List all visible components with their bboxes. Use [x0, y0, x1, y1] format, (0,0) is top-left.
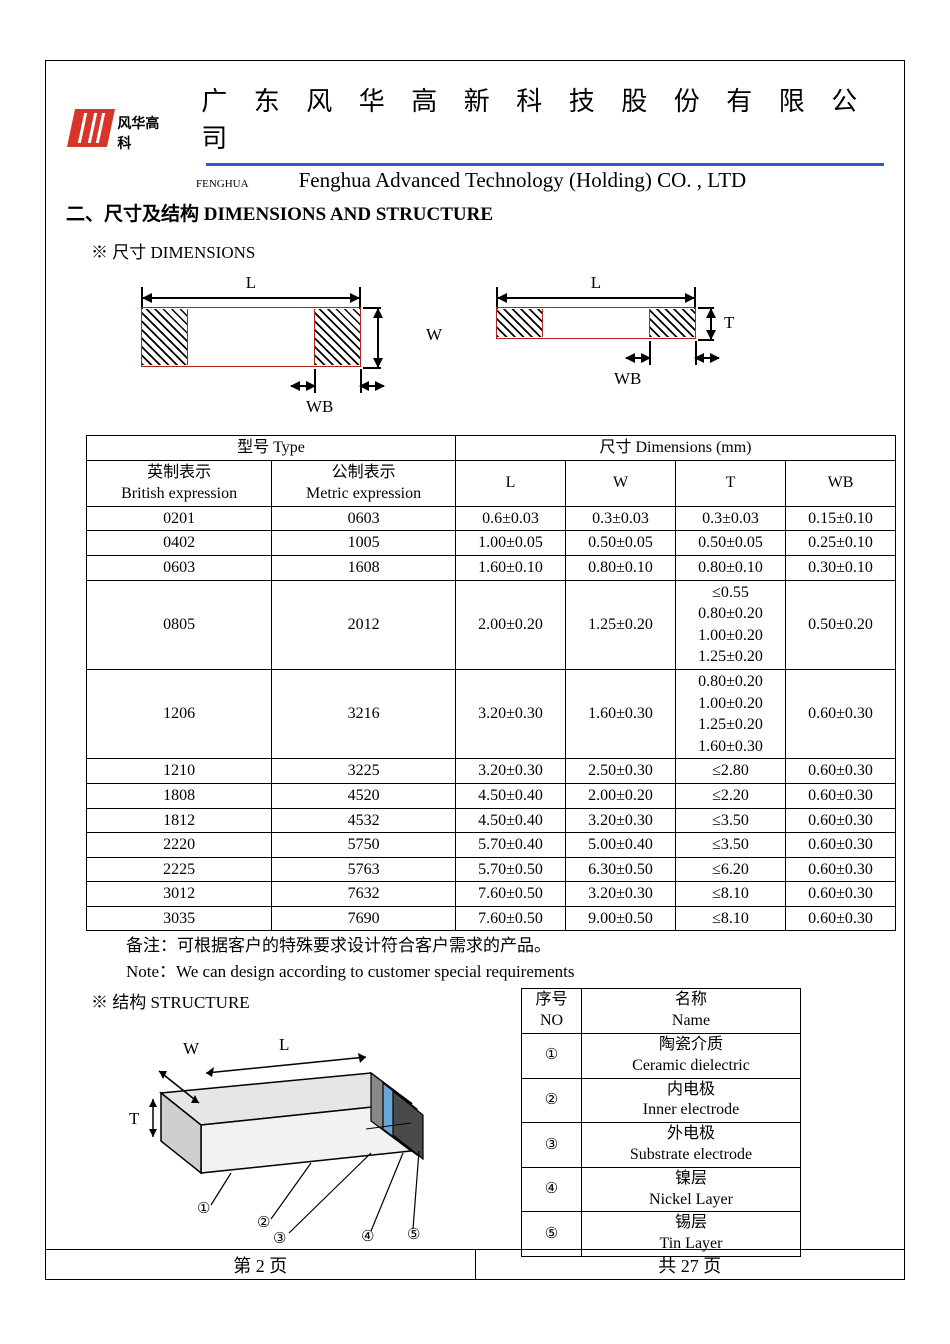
dim-fig-top: L W WB [141, 273, 406, 423]
structure-label: ※ 结构 STRUCTURE [91, 988, 521, 1013]
table-row: 020106030.6±0.030.3±0.030.3±0.030.15±0.1… [87, 506, 896, 531]
th-T: T [676, 460, 786, 506]
company-title-en: Fenghua Advanced Technology (Holding) CO… [299, 168, 747, 193]
logo-icon [67, 109, 115, 147]
footer-right: 共 27 页 [476, 1250, 905, 1279]
th-brit: 英制表示 British expression [87, 460, 272, 506]
table-row: ①陶瓷介质Ceramic dielectric [522, 1034, 801, 1079]
dim-L-label: L [141, 273, 361, 293]
page-footer: 第 2 页 共 27 页 [46, 1249, 904, 1279]
table-row: 060316081.60±0.100.80±0.100.80±0.100.30±… [87, 555, 896, 580]
sf-1: ① [197, 1199, 210, 1218]
table-row: 181245324.50±0.403.20±0.30≤3.500.60±0.30 [87, 808, 896, 833]
th-WB: WB [786, 460, 896, 506]
th-metr: 公制表示 Metric expression [272, 460, 456, 506]
table-row: ③外电极Substrate electrode [522, 1123, 801, 1168]
table-row: 120632163.20±0.301.60±0.300.80±0.201.00±… [87, 669, 896, 758]
table-row: 222557635.70±0.506.30±0.50≤6.200.60±0.30 [87, 857, 896, 882]
dim-W-label: W [426, 325, 442, 345]
sf-L: L [279, 1035, 289, 1055]
dim-WB2-label: WB [614, 369, 641, 389]
table-row: 040210051.00±0.050.50±0.050.50±0.050.25±… [87, 531, 896, 556]
table-row: 121032253.20±0.302.50±0.30≤2.800.60±0.30 [87, 759, 896, 784]
section-title: 二、尺寸及结构 DIMENSIONS AND STRUCTURE [46, 193, 904, 230]
note-en: Note：We can design according to customer… [46, 959, 904, 985]
dim-WB-label: WB [306, 397, 333, 417]
structure-figure: W L T ① ② ③ ④ ⑤ [111, 1033, 471, 1253]
dimension-figures: L W WB [46, 263, 904, 429]
logo-block: 风华高科 [71, 109, 171, 159]
table-row: 301276327.60±0.503.20±0.30≤8.100.60±0.30 [87, 882, 896, 907]
header: 风华高科 广 东 风 华 高 新 科 技 股 份 有 限 公 司 [46, 61, 904, 159]
table-row: 222057505.70±0.405.00±0.40≤3.500.60±0.30 [87, 833, 896, 858]
footer-left: 第 2 页 [46, 1250, 476, 1279]
company-title-cn: 广 东 风 华 高 新 科 技 股 份 有 限 公 司 [201, 81, 894, 159]
dim-fig-side: L T WB [496, 273, 746, 423]
logo-text-cn: 风华高科 [117, 109, 171, 153]
dimensions-label: ※ 尺寸 DIMENSIONS [46, 230, 904, 263]
structure-block: ※ 结构 STRUCTURE [46, 984, 904, 1257]
th-L: L [456, 460, 566, 506]
sf-5: ⑤ [407, 1225, 420, 1244]
sf-4: ④ [361, 1227, 374, 1246]
table-row: 080520122.00±0.201.25±0.20≤0.550.80±0.20… [87, 580, 896, 669]
sf-3: ③ [273, 1229, 286, 1248]
structure-table: 序号 NO 名称 Name ①陶瓷介质Ceramic dielectric②内电… [521, 988, 801, 1257]
header-sub: FENGHUA Fenghua Advanced Technology (Hol… [46, 168, 904, 193]
dim-T-label: T [724, 313, 734, 333]
st-head-name: 名称 Name [582, 989, 801, 1034]
header-rule [206, 163, 884, 166]
sf-2: ② [257, 1213, 270, 1232]
dimensions-table: 型号 Type 尺寸 Dimensions (mm) 英制表示 British … [86, 435, 896, 931]
sf-W: W [183, 1039, 199, 1059]
table-row: ②内电极Inner electrode [522, 1078, 801, 1123]
th-W: W [566, 460, 676, 506]
fenghua-small: FENGHUA [196, 178, 249, 190]
table-row: ④镍层Nickel Layer [522, 1167, 801, 1212]
table-row: 180845204.50±0.402.00±0.20≤2.200.60±0.30 [87, 783, 896, 808]
sf-T: T [129, 1109, 139, 1129]
st-head-no: 序号 NO [522, 989, 582, 1034]
note-cn: 备注：可根据客户的特殊要求设计符合客户需求的产品。 [46, 933, 904, 959]
th-type: 型号 Type [87, 436, 456, 461]
table-row: 303576907.60±0.509.00±0.50≤8.100.60±0.30 [87, 906, 896, 931]
th-dims: 尺寸 Dimensions (mm) [456, 436, 896, 461]
section-title-text: 二、尺寸及结构 DIMENSIONS AND STRUCTURE [66, 204, 493, 225]
dim-L2-label: L [496, 273, 696, 293]
